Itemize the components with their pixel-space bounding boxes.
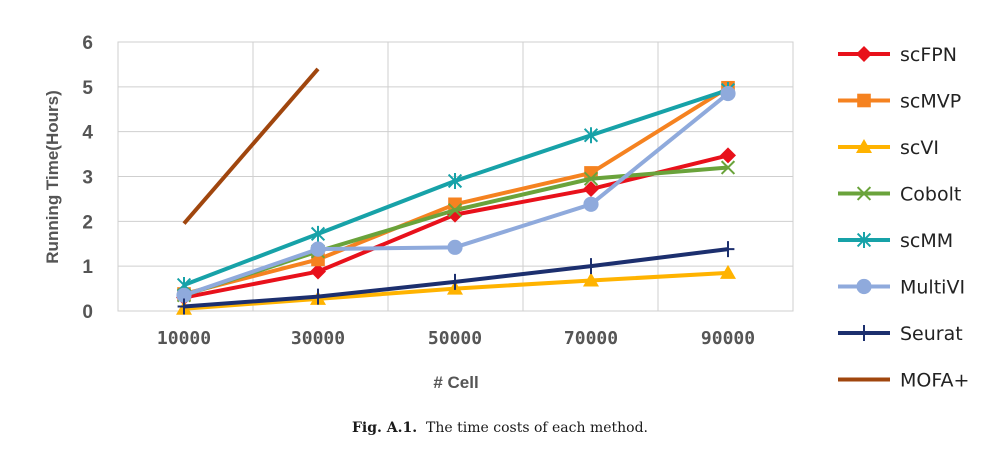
data-point-marker [857,325,871,341]
data-point-marker [584,258,598,275]
x-tick-label: 90000 [701,328,755,349]
data-point-marker [447,239,463,255]
gridlines [117,41,794,312]
data-point-marker [856,186,872,201]
data-point-marker [310,225,326,242]
data-point-marker [176,287,192,303]
x-tick-label: 10000 [157,328,211,349]
series-line [182,67,320,225]
y-tick-label: 5 [82,78,93,99]
series-line [183,92,730,298]
caption-text: The time costs of each method. [426,420,649,436]
legend-item: scFPN [838,44,957,66]
series-mofa- [182,67,320,225]
legend-item: scVI [838,137,939,159]
data-point-marker [583,181,599,198]
legend-label: scVI [900,137,939,159]
data-point-marker [856,139,872,153]
legend-label: scFPN [900,44,957,66]
data-point-marker [177,298,191,315]
data-point-marker [583,272,599,287]
x-axis-label: # Cell [433,373,478,392]
legend-item: MultiVI [838,277,965,299]
series-seurat [177,241,735,315]
x-tick-labels: 10000 30000 50000 70000 90000 [157,328,755,349]
data-point-marker [720,147,736,164]
data-point-marker [448,273,462,290]
legend-label: MultiVI [900,277,965,299]
data-point-marker [310,241,326,257]
legend-label: scMM [900,230,953,252]
x-tick-label: 70000 [564,328,618,349]
y-tick-label: 0 [82,302,93,323]
legend-label: scMVP [900,91,961,113]
data-point-marker [720,85,736,102]
data-point-marker [856,278,872,295]
legend-label: MOFA+ [900,370,969,392]
data-point-marker [583,196,599,212]
data-point-marker [447,203,463,218]
data-point-marker [721,241,735,258]
legend: scFPN scMVP scVI Cobolt scMM MultiVI Seurat MOF… [838,44,969,392]
data-point-marker [857,93,871,108]
y-tick-label: 6 [82,33,93,54]
legend-label: Seurat [900,323,963,345]
figure-caption: Fig. A.1. The time costs of each method. [0,420,1000,436]
legend-item: scMM [838,230,953,252]
series-multivi [176,85,736,303]
caption-label: Fig. A.1. [351,420,418,436]
data-point-marker [720,160,736,175]
data-point-marker [583,127,599,144]
legend-item: Cobolt [838,184,961,206]
legend-item: scMVP [838,91,961,113]
y-tick-label: 3 [82,168,93,189]
data-point-marker [720,264,736,279]
data-point-marker [856,232,872,248]
data-point-marker [311,288,325,305]
y-tick-label: 2 [82,212,93,233]
legend-label: Cobolt [900,184,961,206]
data-point-marker [856,46,872,62]
y-tick-labels: 0 1 2 3 4 5 6 [82,33,93,323]
data-point-marker [310,263,326,280]
series-lines [176,67,736,315]
y-tick-label: 4 [82,123,93,144]
y-axis-label: Running Time(Hours) [43,90,62,263]
legend-item: Seurat [838,323,963,345]
x-tick-label: 50000 [428,328,482,349]
data-point-marker [583,171,599,186]
y-tick-label: 1 [82,257,93,278]
x-tick-label: 30000 [291,328,345,349]
legend-item: MOFA+ [838,370,969,392]
series-scmm [176,81,736,293]
data-point-marker [447,172,463,189]
